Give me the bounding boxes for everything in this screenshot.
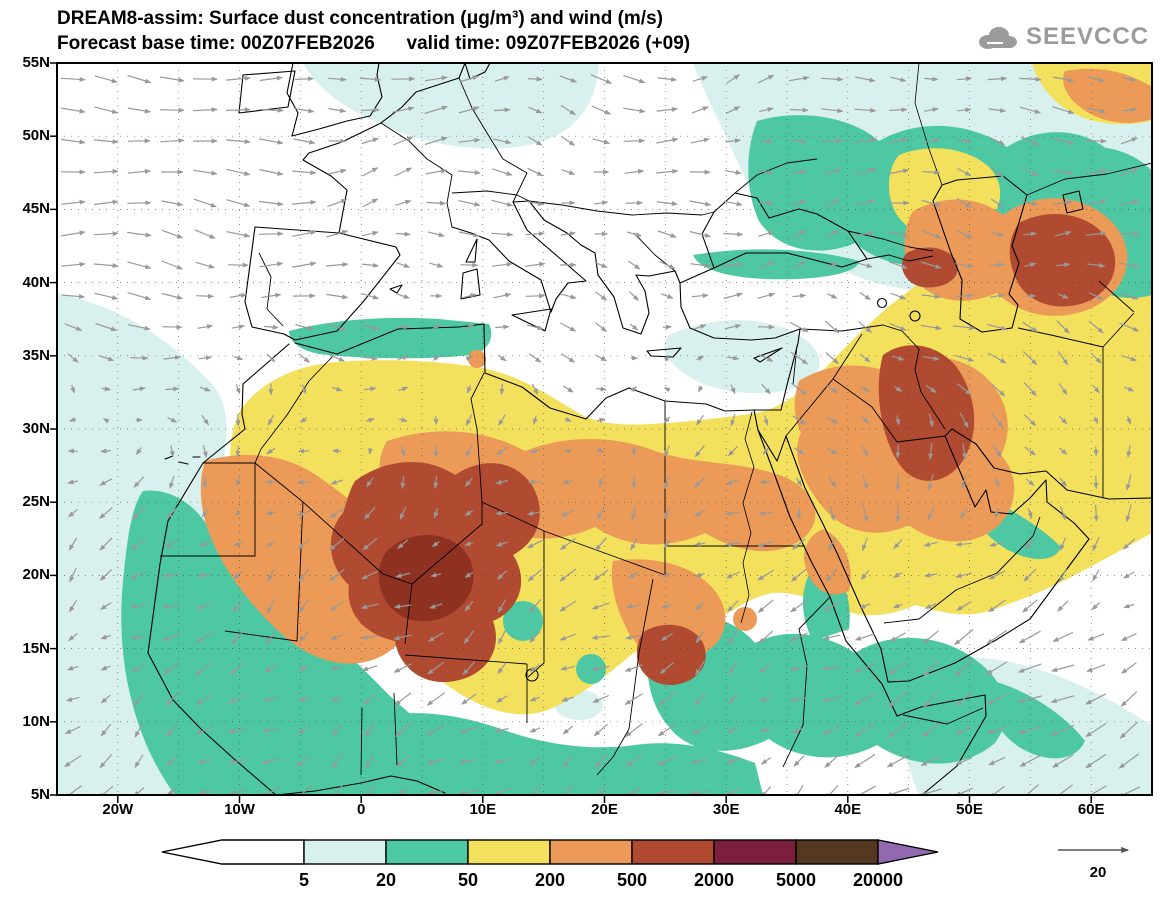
colorbar-label: 2000 bbox=[694, 870, 734, 890]
wind-reference-legend: 20 bbox=[1048, 842, 1148, 881]
lat-label: 55N bbox=[22, 54, 50, 71]
graticule bbox=[57, 63, 1152, 795]
map-area bbox=[50, 62, 1153, 803]
lon-label: 50E bbox=[956, 801, 983, 818]
wind-reference-arrow bbox=[1058, 846, 1130, 854]
rivers bbox=[740, 63, 943, 624]
lat-label: 30N bbox=[22, 420, 50, 437]
lat-label: 50N bbox=[22, 127, 50, 145]
lat-label: 25N bbox=[22, 493, 50, 511]
colorbar-segment bbox=[385, 839, 469, 865]
lat-label: 45N bbox=[22, 200, 50, 218]
lon-label: 10W bbox=[224, 801, 255, 818]
lat-label: 15N bbox=[22, 639, 50, 657]
figure-subtitle: Forecast base time: 00Z07FEB2026 valid t… bbox=[57, 33, 691, 54]
colorbar-label: 20000 bbox=[853, 870, 903, 890]
lat-label: 5N bbox=[30, 786, 50, 803]
colorbar-label: 200 bbox=[535, 870, 565, 890]
lon-label: 40E bbox=[834, 801, 862, 818]
lat-label: 10N bbox=[22, 712, 50, 730]
lat-label: 35N bbox=[22, 346, 50, 364]
lon-label: 0 bbox=[357, 801, 366, 818]
colorbar: 5 20 50 200 500 2000 5000 20000 bbox=[161, 839, 939, 890]
country-borders bbox=[160, 77, 1152, 776]
colorbar-segment bbox=[795, 839, 879, 865]
dust-concentration-layer bbox=[57, 63, 1152, 795]
colorbar-segment bbox=[467, 839, 551, 865]
dust-max-karakum bbox=[1009, 213, 1116, 307]
wind-reference-value: 20 bbox=[1089, 864, 1107, 881]
colorbar-label: 20 bbox=[376, 870, 396, 890]
colorbar-label: 500 bbox=[617, 870, 647, 890]
colorbar-segment bbox=[713, 839, 797, 865]
colorbar-segment bbox=[161, 839, 305, 865]
figure-title: DREAM8-assim: Surface dust concentration… bbox=[57, 8, 663, 29]
cloud-icon bbox=[978, 27, 1017, 49]
colorbar-label: 5 bbox=[299, 870, 309, 890]
logo-text: SEEVCCC bbox=[1025, 23, 1149, 50]
lon-label: 20E bbox=[591, 801, 618, 818]
dust-max-caucasus bbox=[902, 247, 958, 288]
dust-max-chad-sudan bbox=[636, 624, 706, 686]
colorbar-label: 50 bbox=[458, 870, 478, 890]
colorbar-overflow-arrow bbox=[877, 839, 939, 865]
colorbar-segment bbox=[303, 839, 387, 865]
lat-label: 40N bbox=[22, 273, 50, 291]
colorbar-label: 5000 bbox=[776, 870, 816, 890]
lon-label: 10E bbox=[469, 801, 497, 818]
lon-label: 20W bbox=[102, 801, 134, 818]
lat-label: 20N bbox=[22, 566, 50, 584]
seevccc-logo: SEEVCCC bbox=[973, 22, 1149, 52]
axis-ticks bbox=[50, 62, 1092, 803]
lon-label: 60E bbox=[1077, 801, 1105, 818]
colorbar-segment bbox=[549, 839, 633, 865]
colorbar-segment bbox=[631, 839, 715, 865]
dust-max-mesopotamia bbox=[878, 345, 975, 481]
lon-label: 30E bbox=[712, 801, 740, 818]
wind-vector-layer bbox=[60, 74, 1141, 795]
